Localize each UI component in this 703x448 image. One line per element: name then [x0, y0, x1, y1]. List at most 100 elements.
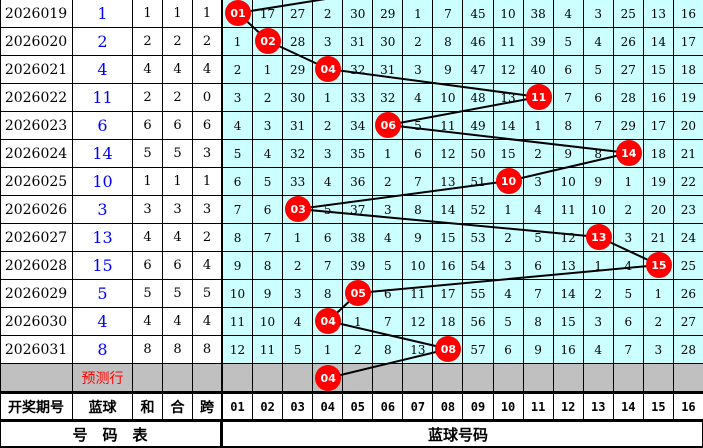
- omission-cell: 4: [583, 336, 614, 364]
- omission-cell: 45: [463, 0, 494, 28]
- span-cell: 1: [193, 0, 222, 28]
- omission-cell: 8: [583, 140, 614, 168]
- omission-cell: 3: [613, 224, 644, 252]
- omission-cell: 11: [223, 308, 254, 336]
- header-span: 跨: [193, 394, 222, 420]
- blue-ball-marker: 01: [225, 0, 252, 26]
- omission-cell: 2: [253, 84, 284, 112]
- omission-cell: 18: [643, 140, 674, 168]
- omission-cell: 2: [373, 168, 404, 196]
- omission-cell: 32: [283, 140, 314, 168]
- omission-cell: 3: [523, 168, 554, 196]
- omission-cell: 10: [433, 84, 464, 112]
- period-cell: 2026030: [0, 308, 73, 336]
- omission-cell: 15: [493, 140, 524, 168]
- omission-cell: 6: [553, 56, 584, 84]
- omission-cell: 3: [583, 0, 614, 28]
- header-number-16: 16: [673, 394, 703, 420]
- omission-cell: 4: [523, 196, 554, 224]
- blue-ball-marker: 13: [585, 224, 612, 250]
- omission-cell: 1: [493, 196, 524, 224]
- blue-number-cell: 11: [73, 84, 133, 112]
- omission-cell: 15: [553, 308, 584, 336]
- omission-cell: 5: [613, 280, 644, 308]
- grid-separator: [221, 0, 223, 448]
- predict-cell: [223, 364, 254, 392]
- span-cell: 3: [193, 196, 222, 224]
- omission-cell: 27: [613, 56, 644, 84]
- omission-cell: 14: [433, 196, 464, 224]
- header-number-12: 12: [553, 394, 584, 420]
- omission-cell: 7: [373, 308, 404, 336]
- omission-cell: 11: [553, 196, 584, 224]
- period-cell: 2026023: [0, 112, 73, 140]
- omission-cell: 1: [583, 252, 614, 280]
- omission-cell: 10: [553, 168, 584, 196]
- omission-cell: 12: [493, 56, 524, 84]
- period-cell: 2026028: [0, 252, 73, 280]
- omission-cell: 20: [673, 112, 703, 140]
- header-number-10: 10: [493, 394, 524, 420]
- span-cell: 4: [193, 308, 222, 336]
- predict-cell: [373, 364, 404, 392]
- omission-cell: 32: [373, 84, 404, 112]
- period-cell: 2026020: [0, 28, 73, 56]
- omission-cell: 17: [253, 0, 284, 28]
- header-number-03: 03: [283, 394, 314, 420]
- blue-number-cell: 5: [73, 280, 133, 308]
- omission-cell: 10: [403, 252, 434, 280]
- predict-row-blank: [193, 364, 222, 392]
- sum-tail-cell: 8: [163, 336, 193, 364]
- omission-cell: 5: [403, 112, 434, 140]
- omission-cell: 11: [493, 28, 524, 56]
- omission-cell: 2: [313, 0, 344, 28]
- header-number-09: 09: [463, 394, 494, 420]
- blue-number-cell: 13: [73, 224, 133, 252]
- header-number-05: 05: [343, 394, 374, 420]
- header-number-07: 07: [403, 394, 434, 420]
- omission-cell: 1: [613, 168, 644, 196]
- span-cell: 0: [193, 84, 222, 112]
- omission-cell: 39: [343, 252, 374, 280]
- omission-cell: 6: [613, 308, 644, 336]
- sum-cell: 2: [133, 84, 163, 112]
- omission-cell: 9: [433, 56, 464, 84]
- omission-cell: 23: [673, 196, 703, 224]
- sum-cell: 1: [133, 0, 163, 28]
- header-blue: 蓝球: [73, 394, 133, 420]
- omission-cell: 8: [523, 308, 554, 336]
- omission-cell: 9: [523, 336, 554, 364]
- span-cell: 5: [193, 280, 222, 308]
- omission-cell: 11: [403, 280, 434, 308]
- span-cell: 3: [193, 140, 222, 168]
- header-number-01: 01: [223, 394, 254, 420]
- predict-cell: [553, 364, 584, 392]
- omission-cell: 7: [523, 280, 554, 308]
- omission-cell: 3: [313, 28, 344, 56]
- omission-cell: 12: [403, 308, 434, 336]
- blue-number-cell: 4: [73, 56, 133, 84]
- omission-cell: 10: [223, 280, 254, 308]
- omission-cell: 6: [373, 280, 404, 308]
- blue-number-cell: 15: [73, 252, 133, 280]
- omission-cell: 9: [583, 168, 614, 196]
- omission-cell: 57: [463, 336, 494, 364]
- omission-cell: 6: [253, 196, 284, 224]
- sum-tail-cell: 2: [163, 28, 193, 56]
- omission-cell: 8: [433, 28, 464, 56]
- omission-cell: 46: [463, 28, 494, 56]
- header-sum: 和: [133, 394, 163, 420]
- blue-ball-marker: 14: [615, 140, 642, 166]
- omission-cell: 16: [673, 0, 703, 28]
- omission-cell: 17: [433, 280, 464, 308]
- omission-cell: 54: [463, 252, 494, 280]
- omission-cell: 8: [223, 224, 254, 252]
- omission-cell: 30: [343, 0, 374, 28]
- omission-cell: 13: [433, 168, 464, 196]
- omission-cell: 26: [673, 280, 703, 308]
- omission-cell: 2: [313, 112, 344, 140]
- omission-cell: 1: [343, 308, 374, 336]
- header-number-11: 11: [523, 394, 554, 420]
- omission-cell: 7: [613, 336, 644, 364]
